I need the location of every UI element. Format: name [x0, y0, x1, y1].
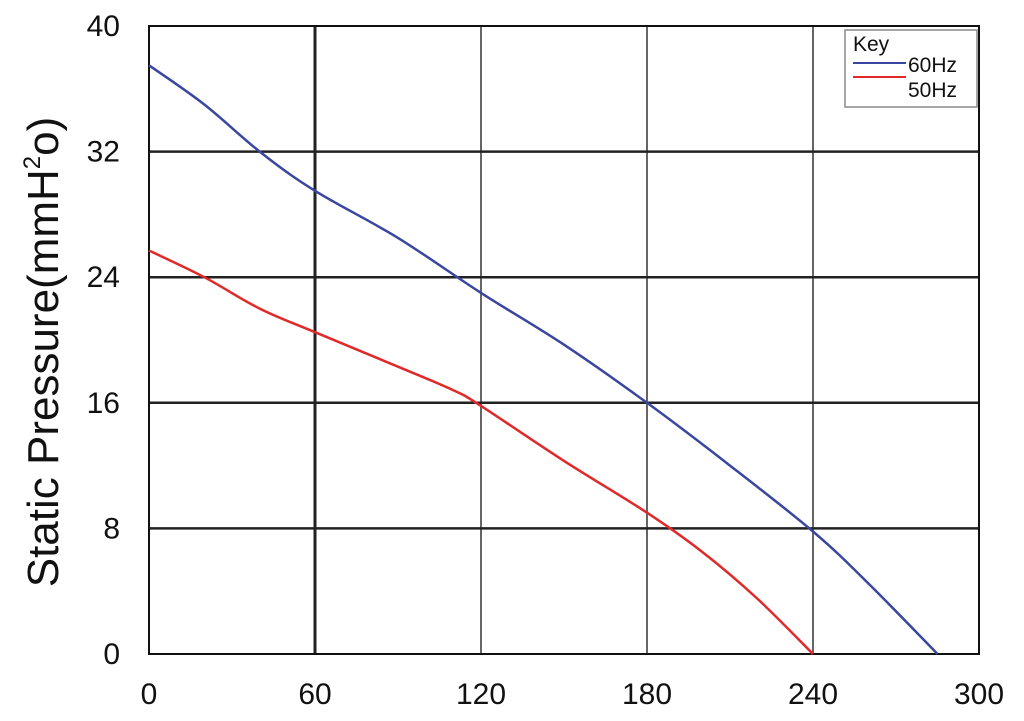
- y-tick-label: 0: [103, 638, 120, 671]
- x-tick-label: 60: [298, 678, 331, 711]
- grid-lines: [149, 26, 979, 654]
- legend: Key 60Hz 50Hz: [844, 29, 978, 108]
- legend-label-50hz: 50Hz: [908, 79, 957, 102]
- y-tick-label: 8: [103, 512, 120, 545]
- y-tick-label: 32: [87, 136, 120, 169]
- y-tick-label: 40: [87, 10, 120, 43]
- y-tick-label: 16: [87, 387, 120, 420]
- tick-labels: 0 60 120 180 240 300 0 8 16 24 32 40: [87, 10, 1004, 711]
- x-tick-label: 300: [954, 678, 1004, 711]
- x-tick-label: 120: [456, 678, 506, 711]
- y-axis-label-superscript: 2: [19, 156, 46, 169]
- y-axis-label-main: Static Pressure(mmH: [19, 169, 68, 587]
- series-line-50hz: [148, 249, 814, 655]
- x-tick-label: 0: [141, 678, 158, 711]
- plot-frame: [148, 25, 980, 655]
- y-axis-label: Static Pressure(mmH2o): [19, 117, 68, 588]
- x-tick-label: 180: [622, 678, 672, 711]
- legend-title: Key: [853, 33, 890, 56]
- x-tick-label: 240: [788, 678, 838, 711]
- series-layer: [148, 64, 939, 655]
- series-line-60hz: [148, 64, 939, 655]
- legend-label-60hz: 60Hz: [908, 54, 957, 77]
- y-axis-label-end: o): [19, 117, 68, 156]
- legend-box: [844, 29, 978, 108]
- y-tick-label: 24: [87, 261, 120, 294]
